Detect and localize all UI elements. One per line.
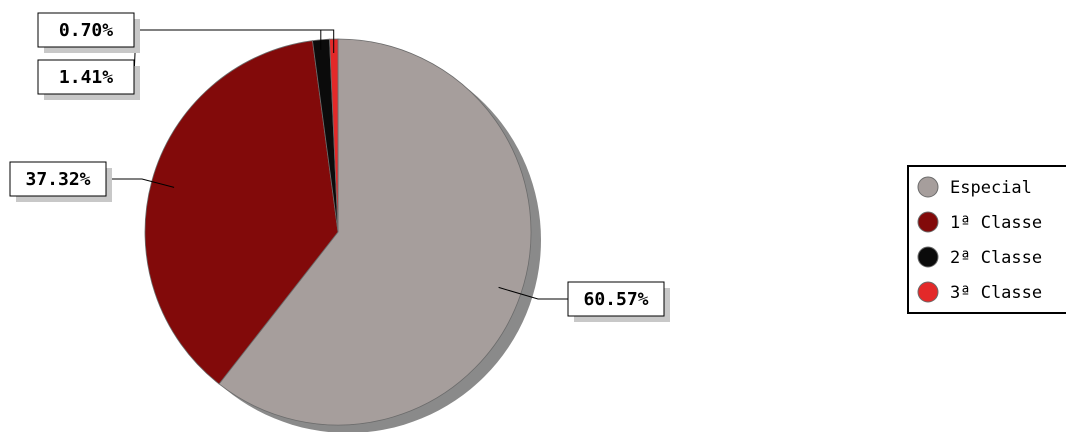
pie-slice-especial bbox=[218, 38, 532, 426]
label-box bbox=[37, 59, 135, 95]
data-label-especial: 60.57% bbox=[583, 289, 648, 310]
legend-label-3-classe: 3ª Classe bbox=[950, 283, 1042, 303]
legend: Especial 1ª Classe 2ª Classe 3ª Classe bbox=[907, 165, 1066, 314]
label-box bbox=[9, 161, 107, 197]
label-box bbox=[567, 281, 665, 317]
slice-labels: 60.57% 37.32% 1.41% 0.70% bbox=[9, 12, 670, 322]
data-label-3-classe: 0.70% bbox=[59, 20, 113, 41]
legend-marker-2-classe bbox=[917, 246, 939, 268]
leader-line-1-classe bbox=[106, 178, 175, 188]
label-leaders bbox=[106, 29, 568, 300]
legend-marker-especial bbox=[917, 176, 939, 198]
legend-marker-3-classe bbox=[917, 281, 939, 303]
data-label-1-classe: 37.32% bbox=[25, 169, 90, 190]
legend-label-especial: Especial bbox=[950, 178, 1032, 198]
pie-slices bbox=[144, 38, 541, 432]
leader-line-3-classe bbox=[134, 29, 335, 53]
legend-label-1-classe: 1ª Classe bbox=[950, 213, 1042, 233]
leader-line-especial bbox=[498, 286, 568, 300]
label-box bbox=[37, 12, 135, 48]
legend-marker-1-classe bbox=[917, 211, 939, 233]
legend-label-2-classe: 2ª Classe bbox=[950, 248, 1042, 268]
data-label-2-classe: 1.41% bbox=[59, 67, 113, 88]
